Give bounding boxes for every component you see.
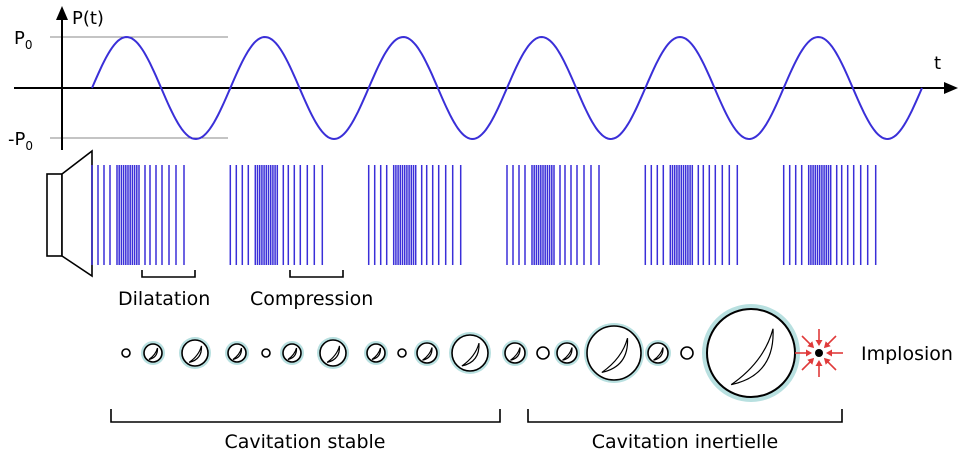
dilatation-label: Dilatation <box>118 288 210 310</box>
bubble <box>225 341 249 365</box>
neg-p0-label-main: -P <box>8 129 25 150</box>
p0-label-sub: 0 <box>25 38 33 52</box>
compression-label: Compression <box>250 288 373 310</box>
bubble <box>397 348 407 358</box>
burst-arrow-head <box>815 340 823 346</box>
bubble <box>645 340 671 366</box>
bubble <box>536 346 550 360</box>
burst-arrow-head <box>823 341 831 349</box>
bubble <box>141 341 165 365</box>
dilatation-bracket <box>141 270 196 278</box>
inertial-label: Cavitation inertielle <box>592 431 778 453</box>
neg-p0-label: -P0 <box>8 129 33 153</box>
bubble-sequence <box>121 304 800 402</box>
implosion-burst <box>795 329 843 377</box>
transducer-icon <box>46 149 93 278</box>
x-axis-arrow <box>944 82 958 94</box>
burst-arrow-head <box>807 341 815 349</box>
bubble <box>179 337 211 369</box>
pressure-wave <box>91 35 923 141</box>
p0-label: P0 <box>14 28 33 52</box>
burst-arrow-head <box>815 360 823 366</box>
bubble <box>449 332 491 374</box>
bubble <box>317 337 349 369</box>
bubble <box>680 346 694 360</box>
bubble <box>502 340 528 366</box>
neg-p0-label-sub: 0 <box>25 139 33 153</box>
bubble <box>554 340 580 366</box>
implosion-core <box>815 349 823 357</box>
p0-label-main: P <box>14 28 25 49</box>
x-axis-label: t <box>934 53 941 74</box>
implosion-label: Implosion <box>861 343 953 365</box>
burst-arrow-head <box>826 349 832 357</box>
bubble <box>364 341 388 365</box>
bubble <box>121 348 131 358</box>
pressure-pulses <box>91 165 877 265</box>
bubble <box>702 304 800 402</box>
bubble <box>584 323 644 383</box>
stable-label: Cavitation stable <box>225 431 386 453</box>
inertial-bracket <box>527 409 843 423</box>
burst-arrow-head <box>807 357 815 365</box>
y-axis-label: P(t) <box>72 8 104 29</box>
compression-bracket <box>289 270 344 278</box>
bubble <box>414 340 440 366</box>
burst-arrow-head <box>806 349 812 357</box>
stable-bracket <box>110 409 501 423</box>
burst-arrow-head <box>823 357 831 365</box>
bubble <box>280 341 304 365</box>
y-axis-arrow <box>56 6 68 20</box>
bubble <box>261 348 271 358</box>
